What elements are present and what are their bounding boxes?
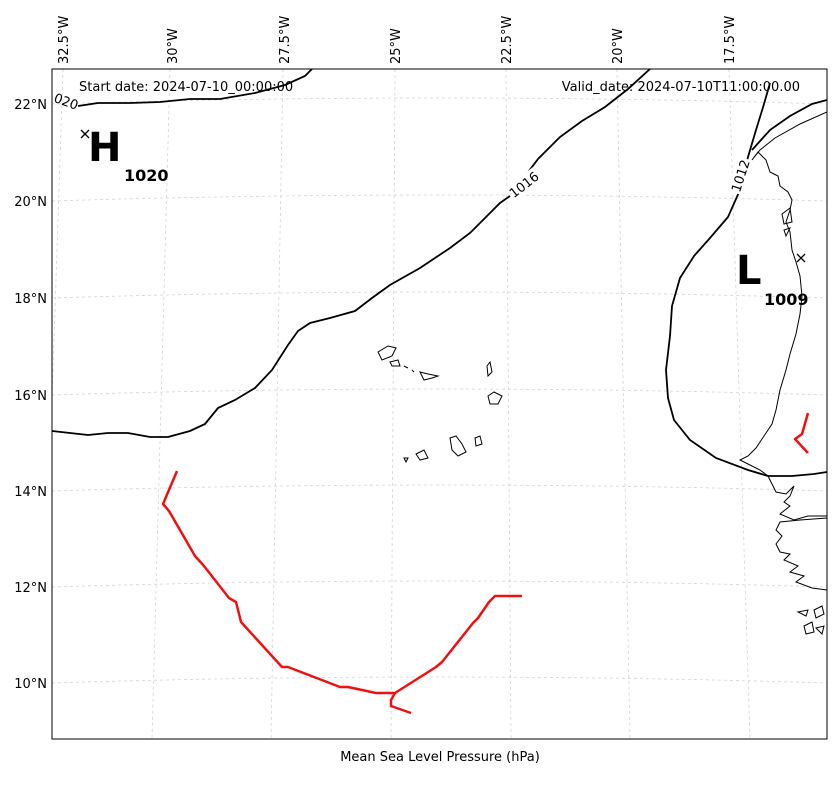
low-pressure-value: 1009 (764, 290, 809, 309)
senegal-gambia-coast (775, 517, 827, 591)
cape-verde-sao-vicente (389, 359, 401, 367)
grid-lon-17-5 (728, 69, 751, 739)
high-pressure-letter: H (88, 125, 121, 171)
lon-tick-20: 20°W (611, 28, 626, 64)
coastlines (377, 111, 827, 635)
lon-tick-32-5: 32.5°W (57, 16, 72, 64)
lon-tick-27-5: 27.5°W (278, 16, 293, 64)
cape-verde-santa-luzia (403, 365, 415, 373)
low-pressure-letter: L (736, 248, 762, 294)
grid-lat-14 (52, 484, 827, 492)
lat-tick-16: 16°N (14, 389, 47, 404)
cape-verde-sal (486, 360, 493, 378)
grid-lon-32-5 (52, 69, 64, 401)
lon-tick-17-5: 17.5°W (723, 16, 738, 64)
lat-tick-14: 14°N (14, 485, 47, 500)
cape-verde-santiago (449, 435, 467, 457)
lat-tick-10: 10°N (14, 677, 47, 692)
lon-tick-30: 30°W (166, 28, 181, 64)
high-marker-x (80, 129, 90, 139)
isobar-1020-line (77, 69, 313, 107)
lon-tick-22-5: 22.5°W (500, 16, 515, 64)
valid-date-label: Valid_date: 2024-07-10T11:00:00.00 (562, 80, 800, 95)
cape-verde-brava (403, 457, 409, 464)
lat-tick-12: 12°N (14, 581, 47, 596)
storm-track-east (793, 412, 810, 454)
grid-lon-30 (151, 69, 171, 739)
high-pressure-value: 1020 (124, 166, 169, 185)
grid-lon-25 (390, 69, 396, 739)
grid-lat-10 (52, 676, 827, 684)
coastal-islet (781, 207, 793, 238)
lat-tick-20: 20°N (14, 195, 47, 210)
grid-lon-27-5 (270, 69, 284, 739)
lat-tick-18: 18°N (14, 292, 47, 307)
cape-verde-maio (474, 435, 483, 447)
low-marker-x (796, 253, 806, 263)
storm-track-main (161, 470, 522, 715)
cape-verde-fogo (415, 449, 429, 461)
grid-lon-20 (616, 69, 631, 739)
pressure-centers: H 1020 L 1009 (80, 125, 809, 309)
guinea-bissau-islands (796, 605, 825, 635)
grid-lat-20 (52, 194, 827, 202)
lon-tick-25: 25°W (389, 28, 404, 64)
isobar-1016-line (52, 69, 651, 438)
storm-tracks (161, 412, 810, 715)
grid-lat-12 (52, 580, 827, 588)
lon-tick-labels: 32.5°W 30°W 27.5°W 25°W 22.5°W 20°W 17.5… (57, 16, 738, 64)
lat-tick-22: 22°N (14, 98, 47, 113)
start-date-label: Start date: 2024-07-10_00:00:00 (79, 80, 293, 95)
cape-verde-sao-nicolau (419, 371, 440, 381)
cape-verde-santo-antao (377, 345, 397, 361)
isobar-label-1020: 020 (52, 91, 80, 114)
grid-lat-16 (52, 388, 827, 396)
isobar-labels: 1016 1012 020 (52, 91, 754, 202)
grid-lat-18 (52, 291, 827, 299)
grid-lon-22-5 (505, 69, 512, 739)
cape-verde-boa-vista (487, 391, 503, 405)
lat-tick-labels: 22°N 20°N 18°N 16°N 14°N 12°N 10°N (14, 98, 47, 692)
map-xlabel: Mean Sea Level Pressure (hPa) (340, 750, 540, 765)
map-frame (51, 68, 828, 740)
africa-coastline (738, 111, 827, 521)
isobar-label-1012: 1012 (729, 158, 753, 194)
isobar-1012-east-arm (751, 99, 827, 151)
